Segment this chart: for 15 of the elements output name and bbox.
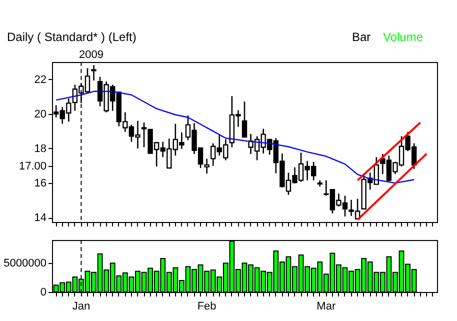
text: Bar (352, 30, 371, 44)
y-tick-label: 5000000 (4, 258, 46, 270)
y-tick-label: 16 (34, 178, 46, 190)
y-tick-label: 17.00 (18, 160, 46, 172)
y-tick-label: 20 (34, 108, 46, 120)
text: Volume (383, 30, 424, 44)
x-tick-label: Feb (197, 300, 216, 312)
y-tick-label: 18 (34, 142, 46, 155)
x-tick-label: Mar (316, 300, 336, 312)
y-tick-label: 22 (34, 74, 46, 86)
y-tick-label: 0 (40, 286, 46, 298)
x-tick-label: Jan (72, 300, 90, 312)
y-tick-label: 14 (34, 212, 46, 224)
chart-title: Daily ( Standard* ) (Left) (7, 30, 136, 44)
ref-line-label: 2009 (78, 49, 104, 61)
